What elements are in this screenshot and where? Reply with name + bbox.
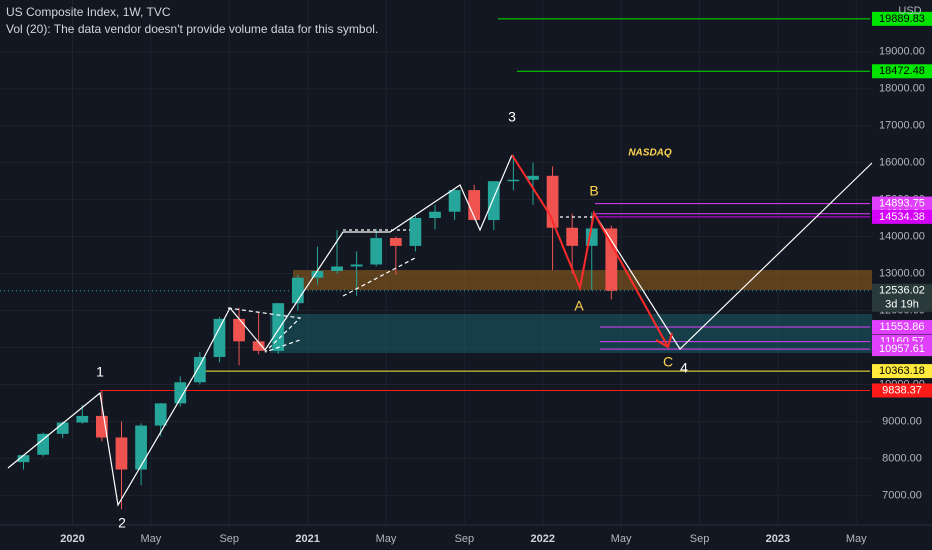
level-label-bg (872, 342, 932, 357)
x-tick-label: 2022 (531, 533, 555, 545)
level-label: 10363.18 (879, 365, 925, 377)
y-tick-label: 9000.00 (882, 415, 922, 427)
candle-body (389, 238, 402, 246)
x-tick-label: 2021 (295, 533, 319, 545)
x-tick-label: May (846, 533, 867, 545)
candle-body (527, 175, 539, 180)
candle-body (193, 356, 206, 383)
level-label: 9838.37 (882, 384, 922, 396)
level-label-bg (872, 283, 932, 312)
candle-body (252, 341, 265, 351)
level-labels: 19889.8318472.4814893.7514619.6414534.38… (872, 11, 932, 398)
level-label-bg (872, 64, 932, 79)
level-label: 10957.61 (879, 343, 925, 355)
wave-lines (7, 154, 873, 507)
triangle (227, 307, 302, 353)
y-tick-label: 18000.00 (879, 83, 925, 95)
candle-body (115, 437, 128, 470)
candle-body (350, 264, 363, 267)
candle-body (605, 228, 618, 291)
candle-body (154, 403, 167, 426)
demand-zone (270, 314, 872, 353)
level-label: 14893.75 (879, 197, 925, 209)
x-tick-label: Sep (219, 533, 239, 545)
candle-body (429, 211, 441, 218)
candles (17, 154, 618, 510)
level-label-bg (872, 11, 932, 26)
candle-body (291, 277, 304, 304)
y-tick-label: 14000.00 (879, 231, 925, 243)
candle-body (272, 303, 285, 351)
candle-body (331, 266, 343, 272)
x-tick-label: May (376, 533, 397, 545)
candle-body (468, 190, 481, 221)
candle-body (213, 318, 226, 357)
wave-label: C (663, 354, 673, 370)
candle-body (487, 181, 500, 221)
candle-body (174, 382, 187, 404)
title: US Composite Index, 1W, TVC (6, 5, 171, 19)
level-label: 14534.38 (879, 211, 925, 223)
x-tick-label: Sep (455, 533, 475, 545)
projection (593, 162, 873, 350)
level-label: 12536.02 (879, 285, 925, 297)
candle-body (507, 179, 520, 182)
level-label-bg (872, 209, 932, 224)
candle-body (311, 271, 324, 278)
candle-body (37, 433, 49, 455)
candle-body (96, 415, 108, 438)
candle-body (56, 422, 69, 434)
x-tick-label: May (611, 533, 632, 545)
wave-label: B (589, 183, 598, 199)
candle-body (546, 175, 559, 228)
candle-body (585, 228, 598, 246)
price-axis (872, 0, 932, 525)
level-label: 11553.86 (879, 321, 924, 333)
volume-note: Vol (20): The data vendor doesn't provid… (6, 22, 378, 36)
level-label-bg (872, 364, 932, 379)
x-axis: 2020 May Sep 2021 May Sep 2022 May Sep 2023 May (60, 533, 867, 545)
wave-label: 3 (508, 109, 516, 125)
wave-label: 4 (680, 360, 688, 376)
x-tick-label: May (140, 533, 161, 545)
x-tick-label: 2020 (60, 533, 84, 545)
wave-label: A (574, 298, 584, 314)
level-label-bg (872, 320, 932, 335)
candle-body (370, 238, 383, 265)
grid (0, 0, 872, 525)
candle-body (566, 227, 579, 246)
candle-body (135, 425, 147, 470)
abc-path (511, 154, 669, 348)
y-tick-label: 19000.00 (879, 46, 925, 58)
level-label: 18472.48 (879, 65, 925, 77)
candle-body (233, 318, 245, 342)
y-tick-label: 13000.00 (879, 267, 925, 279)
correction-arrows (511, 154, 673, 349)
countdown: 3d 19h (885, 299, 919, 311)
candle-body (76, 415, 89, 423)
x-tick-label: 2023 (766, 533, 790, 545)
level-label-bg (872, 383, 932, 398)
currency: USD (898, 5, 921, 17)
wave-label: 1 (96, 364, 104, 380)
candle-body (409, 217, 422, 246)
y-tick-label: 8000.00 (882, 452, 922, 464)
y-tick-label: 16000.00 (879, 157, 925, 169)
wave-label: 2 (118, 515, 126, 531)
y-tick-label: 7000.00 (882, 489, 922, 501)
x-tick-label: Sep (690, 533, 710, 545)
level-label: 19889.83 (879, 13, 925, 25)
arrow-head (655, 332, 673, 349)
y-tick-label: 17000.00 (879, 120, 925, 132)
candle-body (448, 190, 461, 212)
candle-body (17, 455, 30, 463)
symbol-note: NASDAQ (628, 148, 672, 159)
impulse-wave (7, 154, 513, 507)
levels (0, 18, 870, 391)
